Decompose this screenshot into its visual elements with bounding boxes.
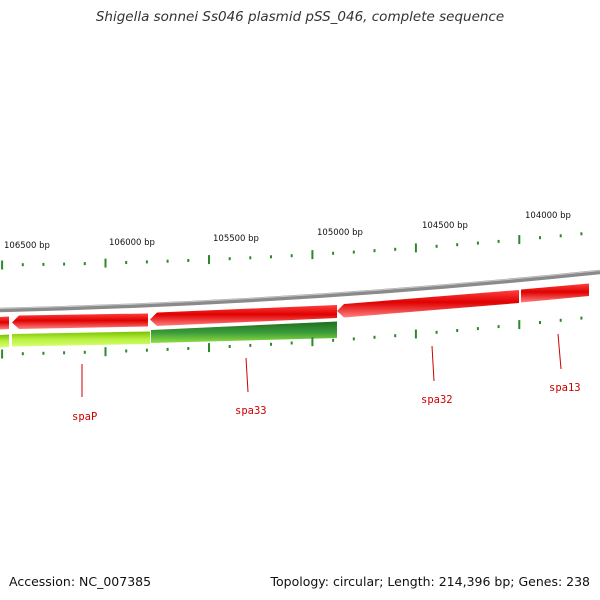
ruler-ticks-top [1,232,583,270]
ruler-label: 105500 bp [213,234,259,244]
ruler-ticks-bottom [1,316,583,359]
forward-strand-genes [0,283,589,330]
gene-label-spa33[interactable]: spa33 [235,405,267,417]
gene-label-spaP[interactable]: spaP [72,411,97,423]
leader-line [245,357,249,393]
plasmid-backbone [0,269,600,313]
cds-bar[interactable] [151,321,337,344]
cds-track [0,321,337,348]
gene-label-spa32[interactable]: spa32 [421,394,453,406]
gene-arrow[interactable] [12,313,148,330]
leader-line [431,345,435,382]
ruler-label: 104500 bp [422,221,468,231]
accession-text: Accession: NC_007385 [9,574,152,589]
ruler-label: 105000 bp [317,228,363,238]
gene-arrow[interactable] [150,305,337,326]
summary-text: Topology: circular; Length: 214,396 bp; … [270,574,591,589]
ruler-label: 106000 bp [109,238,155,248]
cds-bar[interactable] [0,334,9,348]
gene-arrow[interactable] [337,290,519,318]
cds-bar[interactable] [12,331,150,347]
gene-label-spa13[interactable]: spa13 [549,382,581,394]
map-title: Shigella sonnei Ss046 plasmid pSS_046, c… [95,9,505,25]
ruler-label: 106500 bp [4,241,50,251]
ruler-label: 104000 bp [525,211,571,221]
gene-arrow[interactable] [521,283,589,303]
gene-arrow[interactable] [0,316,9,330]
leader-line [557,333,562,370]
